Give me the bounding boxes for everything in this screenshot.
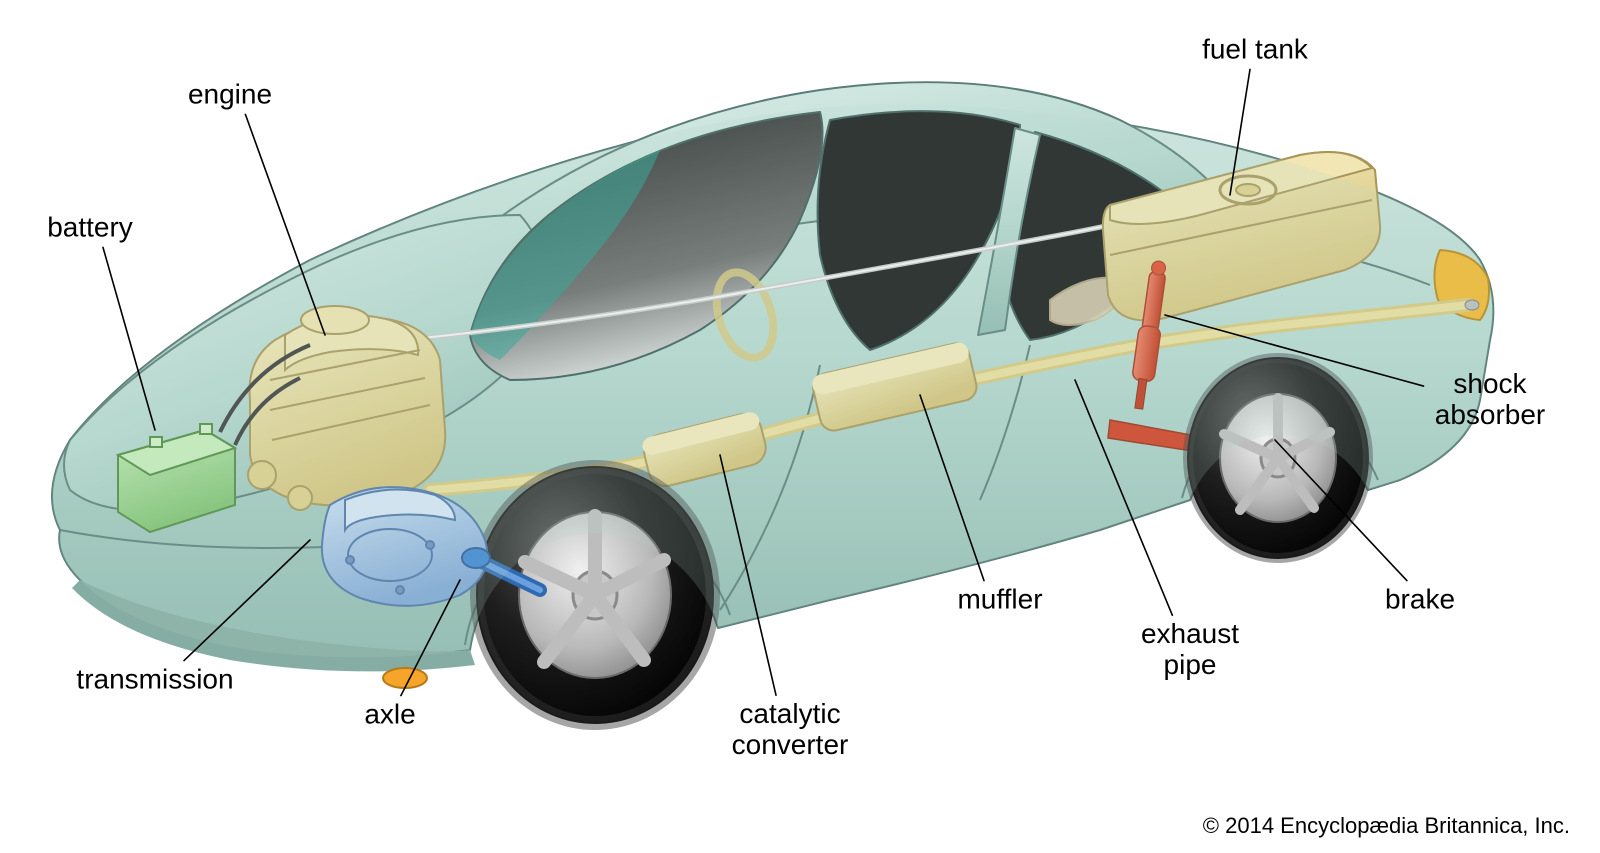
diagram-stage: enginebatterytransmissionaxlecatalytic c…: [0, 0, 1600, 853]
car-diagram-svg: [0, 0, 1600, 853]
side-marker: [383, 668, 427, 688]
copyright-credit: © 2014 Encyclopædia Britannica, Inc.: [1203, 813, 1570, 839]
body-tint-overlay: [52, 104, 1493, 657]
